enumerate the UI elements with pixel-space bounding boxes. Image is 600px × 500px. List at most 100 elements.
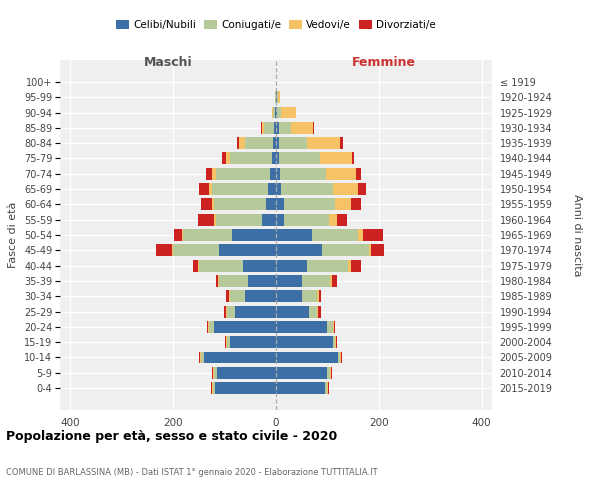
Bar bbox=[235, 306, 276, 318]
Bar bbox=[317, 306, 318, 318]
Bar bbox=[284, 198, 335, 210]
Bar bbox=[276, 137, 278, 149]
Bar bbox=[242, 260, 276, 272]
Bar bbox=[320, 152, 352, 164]
Bar bbox=[218, 275, 220, 287]
Bar bbox=[310, 306, 317, 318]
Bar bbox=[212, 367, 213, 379]
Bar bbox=[209, 183, 212, 195]
Bar bbox=[328, 382, 329, 394]
Bar bbox=[368, 244, 371, 256]
Bar bbox=[262, 122, 264, 134]
Bar bbox=[172, 244, 173, 256]
Bar bbox=[226, 152, 230, 164]
Bar bbox=[276, 306, 310, 318]
Bar bbox=[276, 183, 281, 195]
Bar bbox=[266, 198, 276, 210]
Text: Femmine: Femmine bbox=[352, 56, 416, 69]
Bar bbox=[328, 321, 332, 333]
Bar bbox=[222, 152, 226, 164]
Bar bbox=[356, 168, 361, 179]
Bar bbox=[302, 275, 330, 287]
Bar bbox=[214, 198, 266, 210]
Bar bbox=[278, 91, 280, 103]
Bar bbox=[214, 214, 217, 226]
Bar bbox=[276, 321, 328, 333]
Y-axis label: Fasce di età: Fasce di età bbox=[8, 202, 19, 268]
Bar bbox=[227, 336, 230, 348]
Bar bbox=[330, 367, 331, 379]
Bar bbox=[225, 336, 226, 348]
Bar bbox=[358, 229, 364, 241]
Bar bbox=[371, 244, 384, 256]
Bar bbox=[307, 260, 348, 272]
Bar bbox=[230, 336, 276, 348]
Bar bbox=[335, 336, 336, 348]
Bar bbox=[276, 336, 332, 348]
Bar bbox=[215, 382, 276, 394]
Bar bbox=[174, 229, 182, 241]
Bar bbox=[276, 106, 277, 118]
Bar bbox=[278, 122, 292, 134]
Bar bbox=[276, 352, 338, 364]
Bar bbox=[334, 321, 335, 333]
Bar bbox=[335, 198, 350, 210]
Bar bbox=[280, 168, 326, 179]
Bar bbox=[208, 321, 209, 333]
Bar bbox=[237, 137, 239, 149]
Bar bbox=[350, 198, 361, 210]
Bar bbox=[217, 214, 262, 226]
Bar bbox=[276, 152, 278, 164]
Bar bbox=[276, 229, 312, 241]
Bar bbox=[332, 336, 335, 348]
Bar bbox=[364, 229, 383, 241]
Bar bbox=[341, 352, 343, 364]
Bar bbox=[213, 367, 214, 379]
Bar bbox=[274, 122, 276, 134]
Bar bbox=[229, 290, 230, 302]
Bar bbox=[224, 306, 226, 318]
Bar bbox=[214, 321, 276, 333]
Bar bbox=[226, 306, 227, 318]
Bar bbox=[211, 382, 212, 394]
Bar bbox=[313, 122, 314, 134]
Bar bbox=[276, 367, 328, 379]
Bar bbox=[276, 244, 322, 256]
Bar bbox=[318, 306, 321, 318]
Bar bbox=[200, 352, 202, 364]
Bar bbox=[206, 321, 208, 333]
Bar bbox=[230, 290, 245, 302]
Bar bbox=[230, 152, 272, 164]
Bar bbox=[284, 214, 329, 226]
Bar bbox=[199, 183, 209, 195]
Bar bbox=[216, 168, 270, 179]
Bar bbox=[331, 367, 332, 379]
Bar bbox=[199, 214, 214, 226]
Bar bbox=[217, 367, 276, 379]
Text: Maschi: Maschi bbox=[143, 56, 193, 69]
Bar bbox=[193, 260, 198, 272]
Bar bbox=[212, 168, 216, 179]
Bar bbox=[277, 106, 281, 118]
Bar bbox=[273, 137, 276, 149]
Bar bbox=[340, 352, 341, 364]
Text: COMUNE DI BARLASSINA (MB) - Dati ISTAT 1° gennaio 2020 - Elaborazione TUTTITALIA: COMUNE DI BARLASSINA (MB) - Dati ISTAT 1… bbox=[6, 468, 377, 477]
Bar bbox=[332, 183, 358, 195]
Bar bbox=[332, 321, 334, 333]
Bar bbox=[336, 336, 337, 348]
Bar bbox=[276, 198, 284, 210]
Bar bbox=[199, 352, 200, 364]
Bar bbox=[281, 183, 332, 195]
Bar bbox=[214, 367, 217, 379]
Bar bbox=[268, 183, 276, 195]
Bar bbox=[156, 244, 172, 256]
Bar bbox=[277, 91, 278, 103]
Bar bbox=[338, 352, 340, 364]
Bar bbox=[220, 244, 276, 256]
Bar bbox=[278, 137, 307, 149]
Bar bbox=[276, 168, 280, 179]
Bar bbox=[350, 260, 361, 272]
Bar bbox=[226, 290, 229, 302]
Bar bbox=[307, 137, 340, 149]
Bar bbox=[245, 290, 276, 302]
